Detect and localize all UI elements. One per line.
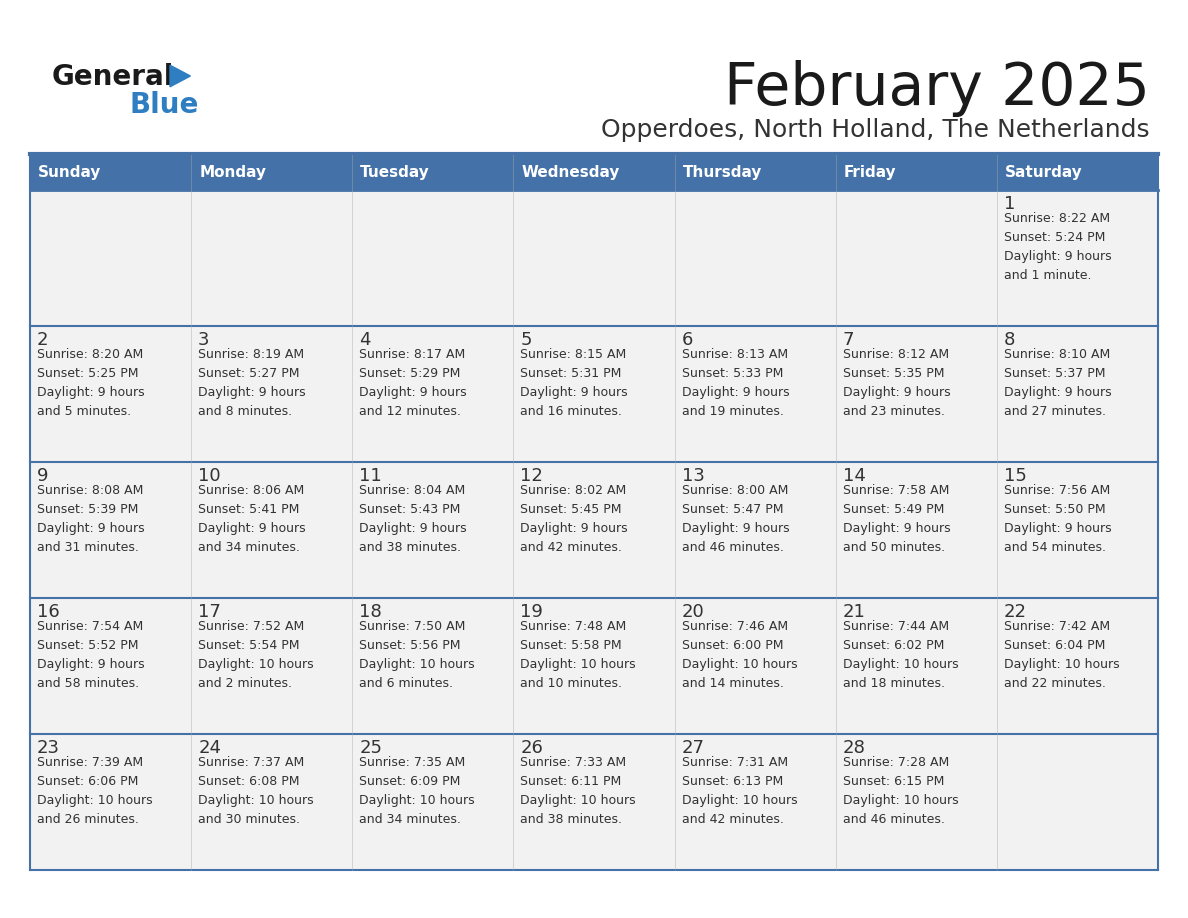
Text: Tuesday: Tuesday — [360, 165, 430, 180]
Text: Sunrise: 7:46 AM
Sunset: 6:00 PM
Daylight: 10 hours
and 14 minutes.: Sunrise: 7:46 AM Sunset: 6:00 PM Dayligh… — [682, 620, 797, 690]
Text: 18: 18 — [359, 603, 383, 621]
Text: 27: 27 — [682, 739, 704, 757]
Text: 23: 23 — [37, 739, 61, 757]
Text: Sunrise: 8:13 AM
Sunset: 5:33 PM
Daylight: 9 hours
and 19 minutes.: Sunrise: 8:13 AM Sunset: 5:33 PM Dayligh… — [682, 348, 789, 418]
Text: Sunrise: 7:42 AM
Sunset: 6:04 PM
Daylight: 10 hours
and 22 minutes.: Sunrise: 7:42 AM Sunset: 6:04 PM Dayligh… — [1004, 620, 1119, 690]
Text: 21: 21 — [842, 603, 866, 621]
Text: Friday: Friday — [843, 165, 896, 180]
Text: General: General — [52, 63, 175, 91]
Text: 20: 20 — [682, 603, 704, 621]
Text: Sunrise: 8:02 AM
Sunset: 5:45 PM
Daylight: 9 hours
and 42 minutes.: Sunrise: 8:02 AM Sunset: 5:45 PM Dayligh… — [520, 484, 628, 554]
Text: Sunrise: 7:39 AM
Sunset: 6:06 PM
Daylight: 10 hours
and 26 minutes.: Sunrise: 7:39 AM Sunset: 6:06 PM Dayligh… — [37, 756, 152, 826]
Bar — [513, 155, 675, 190]
Text: 16: 16 — [37, 603, 59, 621]
Text: Opperdoes, North Holland, The Netherlands: Opperdoes, North Holland, The Netherland… — [601, 118, 1150, 142]
Text: Sunrise: 8:08 AM
Sunset: 5:39 PM
Daylight: 9 hours
and 31 minutes.: Sunrise: 8:08 AM Sunset: 5:39 PM Dayligh… — [37, 484, 145, 554]
Text: Sunrise: 8:20 AM
Sunset: 5:25 PM
Daylight: 9 hours
and 5 minutes.: Sunrise: 8:20 AM Sunset: 5:25 PM Dayligh… — [37, 348, 145, 418]
Text: 22: 22 — [1004, 603, 1026, 621]
Text: Sunrise: 7:48 AM
Sunset: 5:58 PM
Daylight: 10 hours
and 10 minutes.: Sunrise: 7:48 AM Sunset: 5:58 PM Dayligh… — [520, 620, 636, 690]
Text: 7: 7 — [842, 331, 854, 349]
Text: 19: 19 — [520, 603, 543, 621]
Bar — [30, 326, 1158, 462]
Bar — [30, 598, 1158, 734]
Bar — [675, 155, 835, 190]
Text: Sunrise: 7:31 AM
Sunset: 6:13 PM
Daylight: 10 hours
and 42 minutes.: Sunrise: 7:31 AM Sunset: 6:13 PM Dayligh… — [682, 756, 797, 826]
Bar — [191, 155, 353, 190]
Text: Sunrise: 8:12 AM
Sunset: 5:35 PM
Daylight: 9 hours
and 23 minutes.: Sunrise: 8:12 AM Sunset: 5:35 PM Dayligh… — [842, 348, 950, 418]
Text: Sunrise: 7:54 AM
Sunset: 5:52 PM
Daylight: 9 hours
and 58 minutes.: Sunrise: 7:54 AM Sunset: 5:52 PM Dayligh… — [37, 620, 145, 690]
Text: 13: 13 — [682, 467, 704, 485]
Text: Blue: Blue — [129, 91, 200, 119]
Text: Sunrise: 7:52 AM
Sunset: 5:54 PM
Daylight: 10 hours
and 2 minutes.: Sunrise: 7:52 AM Sunset: 5:54 PM Dayligh… — [198, 620, 314, 690]
Text: Sunrise: 7:58 AM
Sunset: 5:49 PM
Daylight: 9 hours
and 50 minutes.: Sunrise: 7:58 AM Sunset: 5:49 PM Dayligh… — [842, 484, 950, 554]
Text: Sunrise: 8:22 AM
Sunset: 5:24 PM
Daylight: 9 hours
and 1 minute.: Sunrise: 8:22 AM Sunset: 5:24 PM Dayligh… — [1004, 212, 1112, 282]
Bar — [30, 155, 191, 190]
Text: Sunrise: 8:06 AM
Sunset: 5:41 PM
Daylight: 9 hours
and 34 minutes.: Sunrise: 8:06 AM Sunset: 5:41 PM Dayligh… — [198, 484, 305, 554]
Bar — [353, 155, 513, 190]
Text: Sunrise: 7:37 AM
Sunset: 6:08 PM
Daylight: 10 hours
and 30 minutes.: Sunrise: 7:37 AM Sunset: 6:08 PM Dayligh… — [198, 756, 314, 826]
Text: Sunrise: 7:56 AM
Sunset: 5:50 PM
Daylight: 9 hours
and 54 minutes.: Sunrise: 7:56 AM Sunset: 5:50 PM Dayligh… — [1004, 484, 1112, 554]
Text: 10: 10 — [198, 467, 221, 485]
Text: Wednesday: Wednesday — [522, 165, 620, 180]
Bar — [30, 190, 1158, 326]
Text: Sunrise: 7:35 AM
Sunset: 6:09 PM
Daylight: 10 hours
and 34 minutes.: Sunrise: 7:35 AM Sunset: 6:09 PM Dayligh… — [359, 756, 475, 826]
Text: February 2025: February 2025 — [725, 60, 1150, 117]
Text: Saturday: Saturday — [1005, 165, 1082, 180]
Text: 17: 17 — [198, 603, 221, 621]
Text: Sunday: Sunday — [38, 165, 101, 180]
Text: Sunrise: 8:00 AM
Sunset: 5:47 PM
Daylight: 9 hours
and 46 minutes.: Sunrise: 8:00 AM Sunset: 5:47 PM Dayligh… — [682, 484, 789, 554]
Text: Sunrise: 8:19 AM
Sunset: 5:27 PM
Daylight: 9 hours
and 8 minutes.: Sunrise: 8:19 AM Sunset: 5:27 PM Dayligh… — [198, 348, 305, 418]
Text: 8: 8 — [1004, 331, 1016, 349]
Text: 5: 5 — [520, 331, 532, 349]
Bar — [835, 155, 997, 190]
Text: Sunrise: 7:28 AM
Sunset: 6:15 PM
Daylight: 10 hours
and 46 minutes.: Sunrise: 7:28 AM Sunset: 6:15 PM Dayligh… — [842, 756, 959, 826]
Text: 4: 4 — [359, 331, 371, 349]
Text: 24: 24 — [198, 739, 221, 757]
Text: 6: 6 — [682, 331, 693, 349]
Text: Sunrise: 8:17 AM
Sunset: 5:29 PM
Daylight: 9 hours
and 12 minutes.: Sunrise: 8:17 AM Sunset: 5:29 PM Dayligh… — [359, 348, 467, 418]
Text: Sunrise: 7:50 AM
Sunset: 5:56 PM
Daylight: 10 hours
and 6 minutes.: Sunrise: 7:50 AM Sunset: 5:56 PM Dayligh… — [359, 620, 475, 690]
Text: Sunrise: 8:04 AM
Sunset: 5:43 PM
Daylight: 9 hours
and 38 minutes.: Sunrise: 8:04 AM Sunset: 5:43 PM Dayligh… — [359, 484, 467, 554]
Bar — [30, 462, 1158, 598]
Text: 9: 9 — [37, 467, 49, 485]
Bar — [997, 155, 1158, 190]
Bar — [30, 734, 1158, 870]
Text: Sunrise: 7:33 AM
Sunset: 6:11 PM
Daylight: 10 hours
and 38 minutes.: Sunrise: 7:33 AM Sunset: 6:11 PM Dayligh… — [520, 756, 636, 826]
Text: 26: 26 — [520, 739, 543, 757]
Text: 14: 14 — [842, 467, 866, 485]
Text: 12: 12 — [520, 467, 543, 485]
Text: 25: 25 — [359, 739, 383, 757]
Text: 2: 2 — [37, 331, 49, 349]
Text: Sunrise: 7:44 AM
Sunset: 6:02 PM
Daylight: 10 hours
and 18 minutes.: Sunrise: 7:44 AM Sunset: 6:02 PM Dayligh… — [842, 620, 959, 690]
Text: Monday: Monday — [200, 165, 266, 180]
Text: Sunrise: 8:10 AM
Sunset: 5:37 PM
Daylight: 9 hours
and 27 minutes.: Sunrise: 8:10 AM Sunset: 5:37 PM Dayligh… — [1004, 348, 1112, 418]
Text: 3: 3 — [198, 331, 209, 349]
Text: Sunrise: 8:15 AM
Sunset: 5:31 PM
Daylight: 9 hours
and 16 minutes.: Sunrise: 8:15 AM Sunset: 5:31 PM Dayligh… — [520, 348, 628, 418]
Text: Thursday: Thursday — [683, 165, 762, 180]
Text: 1: 1 — [1004, 195, 1016, 213]
Text: 11: 11 — [359, 467, 383, 485]
Text: 15: 15 — [1004, 467, 1026, 485]
Polygon shape — [170, 65, 190, 87]
Text: 28: 28 — [842, 739, 866, 757]
